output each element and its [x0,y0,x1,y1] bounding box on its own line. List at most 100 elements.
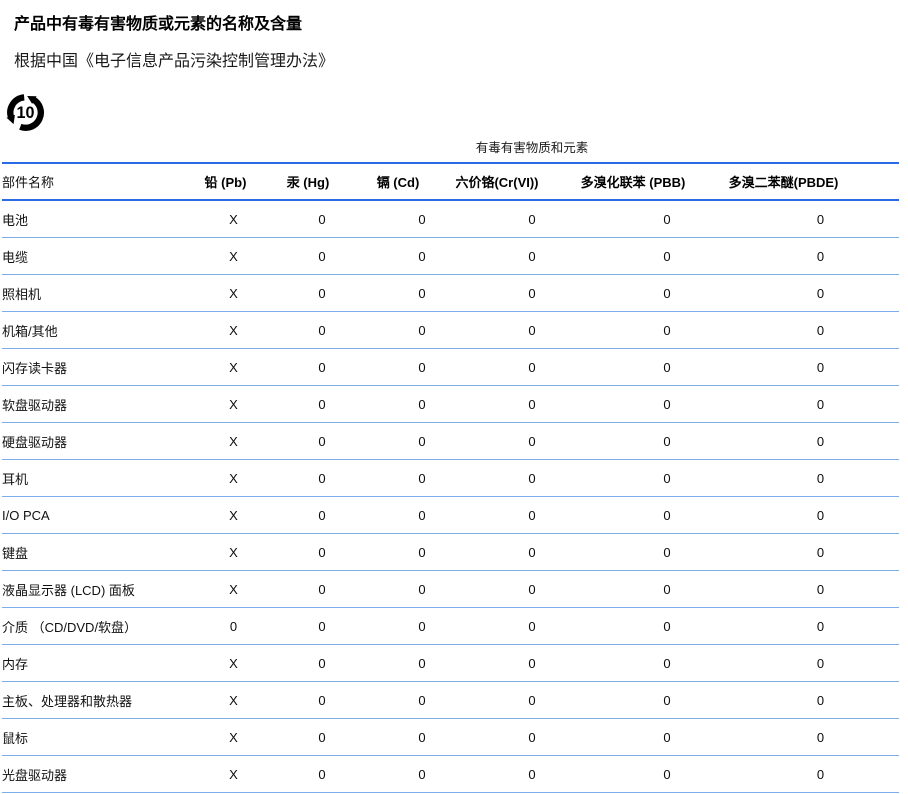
substance-value-cell: 0 [318,507,326,523]
substance-value-cell: 0 [418,396,426,412]
substance-value-cell: X [229,248,238,264]
substance-value-cell: 0 [318,396,326,412]
component-name-cell: 键盘 [2,545,29,561]
table-row: 机箱/其他 X 0 0 0 0 0 [2,312,899,349]
substance-value-cell: 0 [418,285,426,301]
substance-value-cell: 0 [318,544,326,560]
substance-value-cell: 0 [816,285,825,301]
substance-value-cell: 0 [816,766,825,782]
component-name-cell: 硬盘驱动器 [2,434,68,450]
substance-value-cell: 0 [318,581,326,597]
table-row: 内存 X 0 0 0 0 0 [2,645,899,682]
substance-value-cell: 0 [318,248,326,264]
table-row: 软盘驱动器 X 0 0 0 0 0 [2,386,899,423]
column-header-cadmium: 镉 (Cd) [376,175,420,190]
substance-value-cell: 0 [816,692,825,708]
substance-value-cell: X [229,322,238,338]
component-name-cell: 鼠标 [2,730,29,746]
substance-value-cell: 0 [418,470,426,486]
substance-value-cell: X [229,433,238,449]
substance-value-cell: 0 [418,692,426,708]
component-name-cell: 电缆 [2,249,29,265]
table-row: 耳机 X 0 0 0 0 0 [2,460,899,497]
substance-value-cell: 0 [418,581,426,597]
substance-value-cell: 0 [318,618,326,634]
substance-value-cell: X [229,544,238,560]
substance-value-cell: 0 [528,544,536,560]
column-header-pbb: 多溴化联苯 (PBB) [580,175,686,190]
substance-value-cell: 0 [663,359,671,375]
rohs-table-area: 有毒有害物质和元素 部件名称 铅 (Pb) 汞 (Hg) 镉 (Cd) 六价铬(… [2,139,899,793]
substance-value-cell: 0 [528,766,536,782]
substance-value-cell: X [229,766,238,782]
substance-value-cell: 0 [528,211,536,227]
substance-value-cell: 0 [663,285,671,301]
table-row: 闪存读卡器 X 0 0 0 0 0 [2,349,899,386]
substance-value-cell: 0 [816,248,825,264]
table-row: 主板、处理器和散热器 X 0 0 0 0 0 [2,682,899,719]
substance-value-cell: 0 [318,359,326,375]
column-header-component: 部件名称 [2,175,55,190]
substance-value-cell: 0 [528,618,536,634]
substance-value-cell: 0 [418,322,426,338]
substance-value-cell: 0 [528,322,536,338]
substance-value-cell: 0 [816,359,825,375]
substance-value-cell: 0 [528,433,536,449]
page-title: 产品中有毒有害物质或元素的名称及含量 [14,16,303,33]
substance-value-cell: 0 [418,211,426,227]
table-row: 鼠标 X 0 0 0 0 0 [2,719,899,756]
substance-value-cell: 0 [418,655,426,671]
substance-value-cell: 0 [418,544,426,560]
substance-value-cell: 0 [528,396,536,412]
substance-value-cell: X [229,507,238,523]
substance-value-cell: 0 [318,322,326,338]
substance-value-cell: 0 [318,766,326,782]
substance-value-cell: 0 [418,359,426,375]
table-row: I/O PCA X 0 0 0 0 0 [2,497,899,534]
substance-value-cell: 0 [663,322,671,338]
substance-value-cell: 0 [528,359,536,375]
substance-value-cell: 0 [663,692,671,708]
substance-value-cell: 0 [418,433,426,449]
substance-value-cell: 0 [318,285,326,301]
component-name-cell: 闪存读卡器 [2,360,68,376]
substance-value-cell: 0 [528,248,536,264]
substance-value-cell: 0 [418,248,426,264]
component-name-cell: 内存 [2,656,29,672]
substance-value-cell: 0 [229,618,238,634]
substance-value-cell: 0 [816,618,825,634]
epup-period-label: 10 [17,104,35,122]
substance-value-cell: 0 [663,729,671,745]
substance-value-cell: 0 [663,655,671,671]
substance-value-cell: 0 [663,433,671,449]
substance-value-cell: 0 [318,692,326,708]
table-row: 电池 X 0 0 0 0 0 [2,200,899,238]
substance-value-cell: X [229,470,238,486]
table-row: 照相机 X 0 0 0 0 0 [2,275,899,312]
substance-value-cell: 0 [528,285,536,301]
substance-value-cell: 0 [663,470,671,486]
table-row: 硬盘驱动器 X 0 0 0 0 0 [2,423,899,460]
component-name-cell: 软盘驱动器 [2,397,68,413]
component-name-cell: I/O PCA [2,507,50,523]
column-header-lead: 铅 (Pb) [204,175,247,190]
substance-value-cell: X [229,692,238,708]
table-row: 光盘驱动器 X 0 0 0 0 0 [2,756,899,793]
substance-value-cell: 0 [816,655,825,671]
component-name-cell: 电池 [2,212,29,228]
substance-value-cell: X [229,581,238,597]
substance-value-cell: X [229,655,238,671]
substance-value-cell: 0 [318,211,326,227]
substance-value-cell: X [229,396,238,412]
component-name-cell: 主板、处理器和散热器 [2,693,133,709]
column-header-pbde: 多溴二苯醚(PBDE) [728,175,839,190]
substance-value-cell: 0 [418,766,426,782]
component-name-cell: 机箱/其他 [2,323,58,339]
substance-value-cell: 0 [816,211,825,227]
substance-value-cell: 0 [663,766,671,782]
column-header-chromium: 六价铬(Cr(VI)) [455,175,539,190]
substance-value-cell: 0 [663,396,671,412]
epup-10-recycle-icon: 10 [6,94,44,131]
substance-value-cell: 0 [663,248,671,264]
